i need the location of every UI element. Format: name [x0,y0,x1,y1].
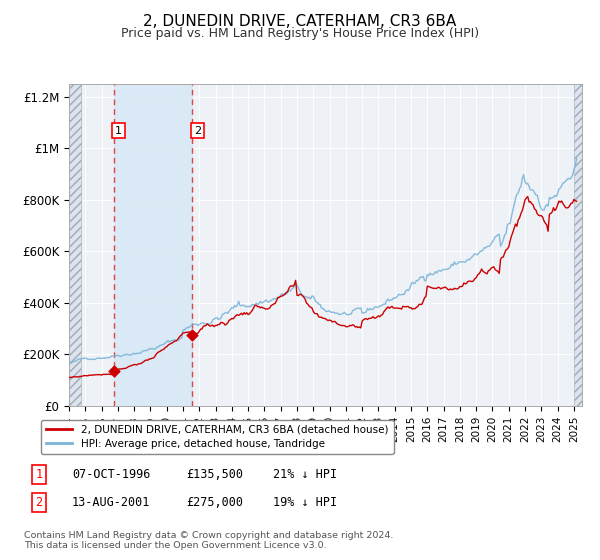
Text: £135,500: £135,500 [186,468,243,482]
Text: 2, DUNEDIN DRIVE, CATERHAM, CR3 6BA: 2, DUNEDIN DRIVE, CATERHAM, CR3 6BA [143,14,457,29]
Text: Contains HM Land Registry data © Crown copyright and database right 2024.
This d: Contains HM Land Registry data © Crown c… [24,531,394,550]
Text: 1: 1 [35,468,43,482]
Point [109,367,119,376]
Text: 2: 2 [194,125,201,136]
Text: 07-OCT-1996: 07-OCT-1996 [72,468,151,482]
Bar [69,84,81,406]
Bar [574,84,582,406]
Text: 13-AUG-2001: 13-AUG-2001 [72,496,151,509]
Text: 2: 2 [35,496,43,509]
Text: 1: 1 [115,125,122,136]
Text: Price paid vs. HM Land Registry's House Price Index (HPI): Price paid vs. HM Land Registry's House … [121,27,479,40]
Legend: 2, DUNEDIN DRIVE, CATERHAM, CR3 6BA (detached house), HPI: Average price, detach: 2, DUNEDIN DRIVE, CATERHAM, CR3 6BA (det… [41,419,394,454]
Text: £275,000: £275,000 [186,496,243,509]
Point [188,330,197,339]
Bar [114,84,193,406]
Text: 19% ↓ HPI: 19% ↓ HPI [273,496,337,509]
Text: 21% ↓ HPI: 21% ↓ HPI [273,468,337,482]
